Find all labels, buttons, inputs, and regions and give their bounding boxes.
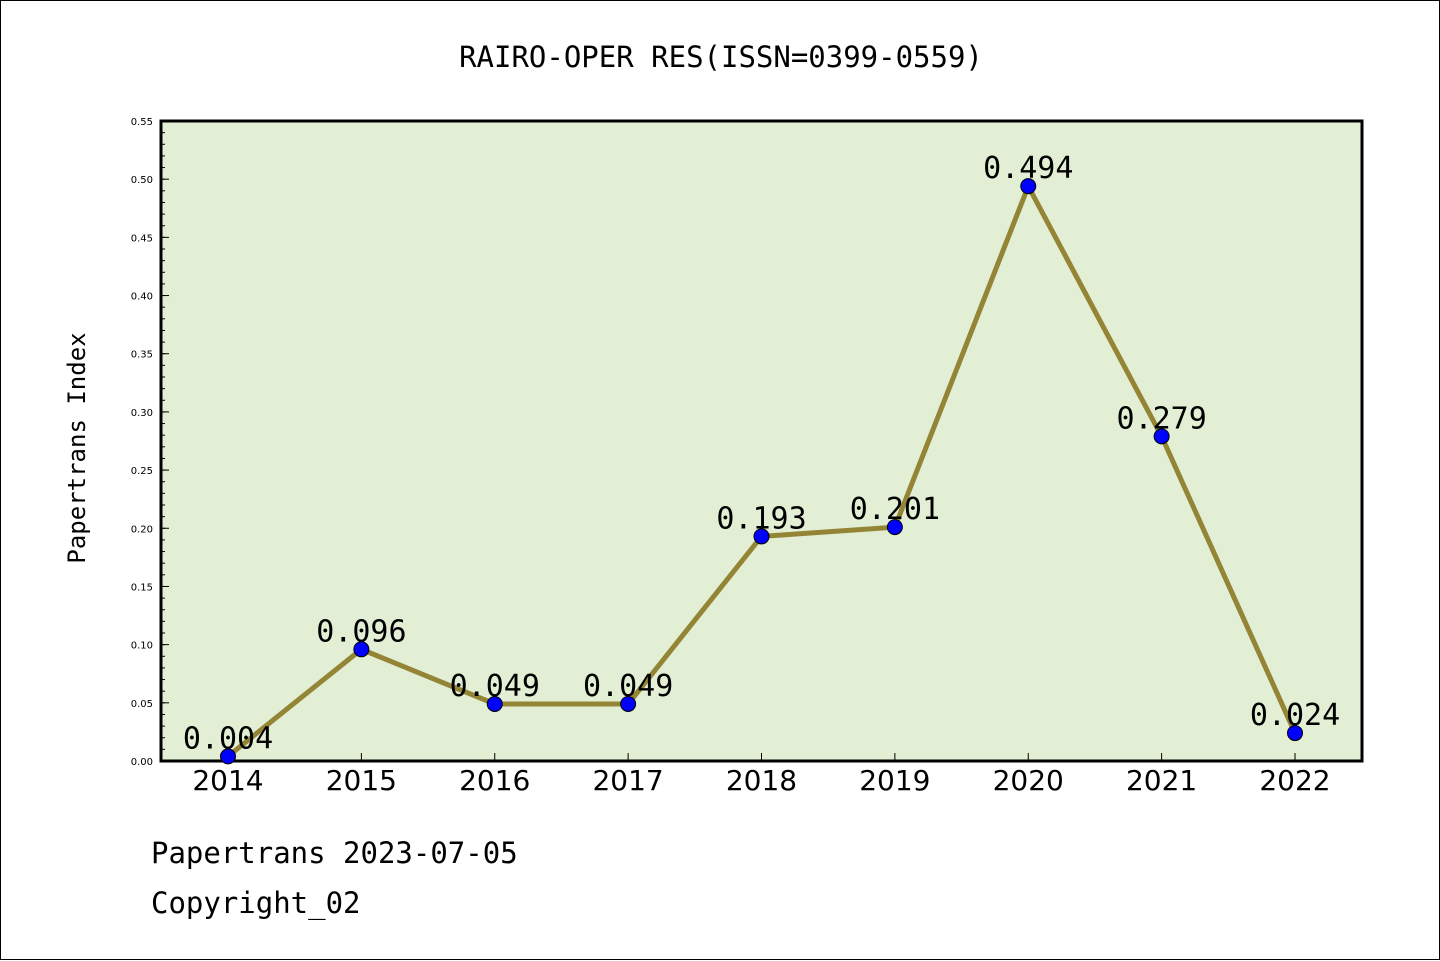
series-group bbox=[220, 178, 1303, 765]
y-tick-label: 0.25 bbox=[131, 466, 153, 477]
data-point-marker bbox=[486, 695, 503, 712]
data-point-marker bbox=[886, 519, 903, 536]
data-label: 0.279 bbox=[1116, 401, 1206, 436]
y-tick-label: 0.40 bbox=[131, 292, 153, 303]
y-axis-ticks: 0.00 0.05 0.10 0.15 0.20 0.25 0.30 0.35 0.40 0.45… bbox=[131, 117, 169, 768]
x-tick-label: 2020 bbox=[993, 764, 1064, 797]
y-tick-label: 0.15 bbox=[131, 582, 153, 593]
data-label: 0.049 bbox=[450, 669, 540, 704]
y-tick-label: 0.45 bbox=[131, 233, 153, 244]
x-tick-label: 2022 bbox=[1259, 764, 1330, 797]
x-tick-label: 2019 bbox=[859, 764, 930, 797]
data-point-marker bbox=[1153, 428, 1170, 445]
x-tick-label: 2017 bbox=[592, 764, 663, 797]
y-tick-label: 0.00 bbox=[131, 757, 153, 768]
data-label: 0.049 bbox=[583, 669, 673, 704]
data-label: 0.096 bbox=[316, 614, 406, 649]
y-axis-label: Papertrans Index bbox=[63, 332, 91, 563]
data-point-marker bbox=[353, 641, 370, 658]
x-tick-label: 2018 bbox=[726, 764, 797, 797]
data-point-marker bbox=[753, 528, 770, 545]
data-labels-group: 0.004 0.096 0.049 0.049 0.193 0.201 0.494 0.279… bbox=[183, 151, 1340, 756]
y-tick-label: 0.55 bbox=[131, 117, 153, 128]
x-tick-label: 2021 bbox=[1126, 764, 1197, 797]
y-tick-label: 0.20 bbox=[131, 524, 153, 535]
x-tick-label: 2015 bbox=[326, 764, 397, 797]
data-label: 0.494 bbox=[983, 151, 1073, 186]
y-tick-label: 0.05 bbox=[131, 699, 153, 710]
chart-title: RAIRO-OPER RES(ISSN=0399-0559) bbox=[459, 40, 983, 74]
footer-date-text: Papertrans 2023-07-05 bbox=[151, 836, 518, 870]
footer-copyright-text: Copyright_02 bbox=[151, 886, 361, 920]
x-axis-ticks: 2014 2015 2016 2017 2018 2019 2020 2021 2022 bbox=[192, 753, 1331, 797]
data-label: 0.193 bbox=[716, 501, 806, 536]
data-point-marker bbox=[220, 748, 236, 765]
data-point-marker bbox=[1287, 725, 1303, 742]
y-tick-label: 0.30 bbox=[131, 408, 153, 419]
data-label: 0.201 bbox=[850, 492, 940, 527]
y-tick-label: 0.50 bbox=[131, 175, 153, 186]
x-tick-label: 2014 bbox=[192, 764, 263, 797]
y-tick-label: 0.10 bbox=[131, 641, 153, 652]
y-tick-label: 0.35 bbox=[131, 350, 153, 361]
data-point-marker bbox=[620, 695, 637, 712]
data-point-marker bbox=[1020, 178, 1037, 195]
data-label: 0.004 bbox=[183, 721, 273, 756]
data-label: 0.024 bbox=[1250, 698, 1340, 733]
x-tick-label: 2016 bbox=[459, 764, 530, 797]
